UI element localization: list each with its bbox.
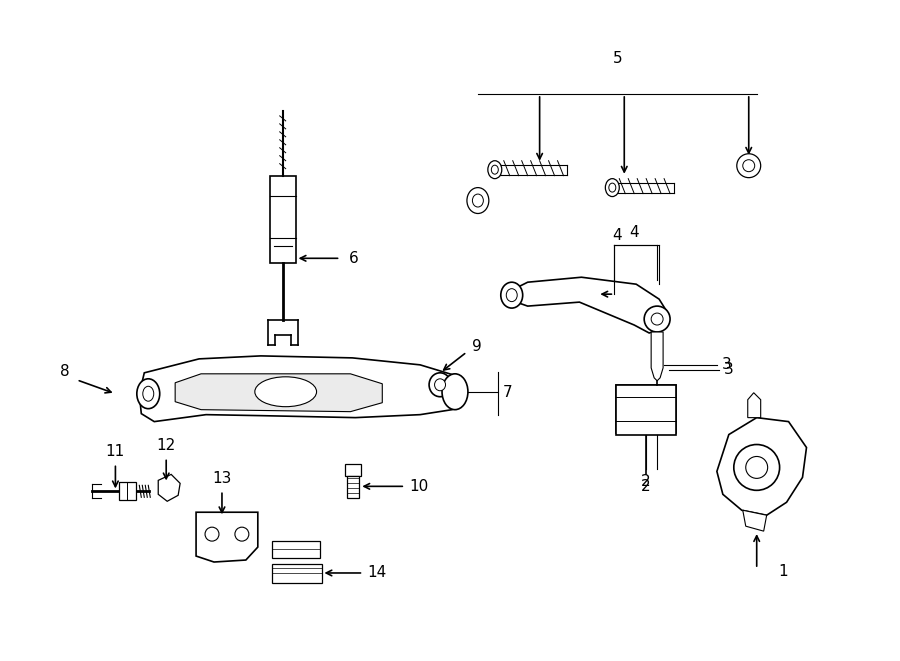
Ellipse shape [608, 183, 616, 192]
Text: 4: 4 [613, 228, 622, 243]
Circle shape [644, 306, 670, 332]
Polygon shape [158, 475, 180, 501]
Ellipse shape [255, 377, 317, 407]
Polygon shape [176, 374, 382, 412]
Bar [272, 541, 320, 558]
Bar [616, 385, 676, 432]
Bar [120, 483, 136, 500]
Polygon shape [742, 510, 767, 531]
Polygon shape [717, 418, 806, 515]
Text: 7: 7 [503, 385, 513, 401]
Polygon shape [748, 393, 760, 418]
Bar [347, 477, 359, 498]
Circle shape [205, 527, 219, 541]
Ellipse shape [429, 373, 451, 397]
Ellipse shape [467, 188, 489, 214]
Text: 11: 11 [106, 444, 125, 459]
Ellipse shape [606, 178, 619, 196]
Ellipse shape [742, 160, 755, 172]
Ellipse shape [435, 379, 446, 391]
Polygon shape [196, 512, 257, 562]
Bar [346, 465, 362, 477]
Bar [272, 564, 321, 583]
Text: 9: 9 [472, 340, 482, 354]
Text: 1: 1 [778, 564, 788, 580]
Text: 2: 2 [642, 479, 651, 494]
Text: 8: 8 [59, 364, 69, 379]
Ellipse shape [137, 379, 159, 408]
Polygon shape [140, 356, 455, 422]
Bar [616, 385, 676, 434]
Text: 14: 14 [368, 565, 387, 580]
Text: 3: 3 [724, 362, 733, 377]
Text: 5: 5 [613, 51, 622, 65]
Text: 6: 6 [348, 251, 358, 266]
Ellipse shape [491, 165, 499, 174]
Bar [270, 176, 296, 263]
Ellipse shape [488, 161, 502, 178]
Polygon shape [652, 332, 663, 381]
Circle shape [746, 457, 768, 479]
Text: 2: 2 [642, 474, 651, 489]
Ellipse shape [472, 194, 483, 207]
Text: 12: 12 [157, 438, 176, 453]
Text: 13: 13 [212, 471, 231, 486]
Circle shape [235, 527, 248, 541]
Text: 4: 4 [629, 225, 639, 240]
Polygon shape [508, 277, 669, 333]
Ellipse shape [507, 289, 517, 301]
Circle shape [652, 313, 663, 325]
Ellipse shape [500, 282, 523, 308]
Text: 3: 3 [722, 358, 732, 372]
Text: 10: 10 [410, 479, 428, 494]
Ellipse shape [737, 154, 760, 178]
Ellipse shape [442, 374, 468, 410]
Circle shape [734, 444, 779, 490]
Ellipse shape [143, 386, 154, 401]
